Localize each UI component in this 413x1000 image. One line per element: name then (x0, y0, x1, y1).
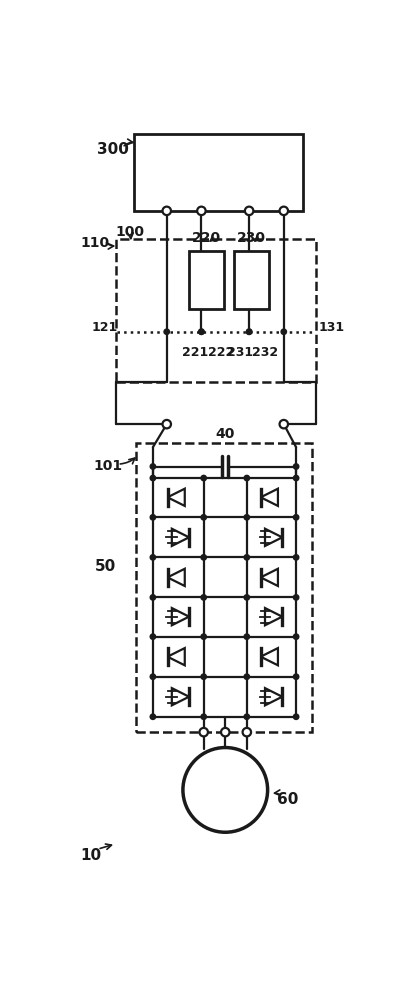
Text: 232: 232 (252, 346, 278, 359)
Circle shape (197, 207, 205, 215)
Bar (133, 134, 302, 211)
Polygon shape (264, 688, 282, 705)
Circle shape (150, 555, 155, 560)
Circle shape (198, 329, 204, 334)
Circle shape (162, 207, 171, 215)
Circle shape (279, 207, 287, 215)
Circle shape (293, 595, 298, 600)
Polygon shape (264, 529, 282, 546)
Circle shape (293, 634, 298, 639)
Circle shape (201, 475, 206, 481)
Bar (116, 239, 316, 382)
Text: 60: 60 (276, 792, 298, 807)
Circle shape (246, 329, 251, 334)
Polygon shape (171, 608, 189, 625)
Circle shape (162, 420, 171, 428)
Polygon shape (260, 489, 277, 506)
Text: 110: 110 (81, 236, 109, 250)
Circle shape (244, 634, 249, 639)
Circle shape (150, 475, 155, 481)
Polygon shape (167, 489, 184, 506)
Circle shape (293, 515, 298, 520)
Circle shape (150, 714, 155, 719)
Bar (189, 251, 223, 309)
Circle shape (150, 634, 155, 639)
Circle shape (244, 515, 249, 520)
Text: 40: 40 (215, 427, 235, 441)
Circle shape (201, 595, 206, 600)
Text: 231: 231 (226, 346, 252, 359)
Circle shape (201, 634, 206, 639)
Polygon shape (260, 569, 277, 586)
Circle shape (201, 555, 206, 560)
Circle shape (246, 329, 251, 334)
Circle shape (242, 728, 250, 736)
Circle shape (293, 674, 298, 679)
Text: 101: 101 (93, 460, 123, 474)
Text: 220: 220 (192, 231, 221, 245)
Text: 221: 221 (182, 346, 208, 359)
Text: 300: 300 (97, 142, 128, 157)
Circle shape (293, 475, 298, 481)
Bar (234, 251, 268, 309)
Text: 131: 131 (318, 321, 344, 334)
Text: 230: 230 (236, 231, 265, 245)
Circle shape (150, 464, 155, 469)
Circle shape (293, 464, 298, 469)
Circle shape (244, 714, 249, 719)
Polygon shape (260, 648, 277, 665)
Text: 100: 100 (115, 225, 144, 239)
Circle shape (293, 714, 298, 719)
Polygon shape (171, 529, 189, 546)
Bar (135, 443, 311, 732)
Text: 121: 121 (92, 321, 118, 334)
Circle shape (280, 329, 286, 334)
Polygon shape (171, 688, 189, 705)
Polygon shape (167, 569, 184, 586)
Text: 222: 222 (207, 346, 233, 359)
Circle shape (221, 728, 229, 736)
Circle shape (199, 728, 207, 736)
Text: 50: 50 (94, 559, 116, 574)
Circle shape (244, 555, 249, 560)
Circle shape (150, 674, 155, 679)
Circle shape (198, 329, 204, 334)
Circle shape (150, 595, 155, 600)
Circle shape (150, 515, 155, 520)
Circle shape (244, 674, 249, 679)
Circle shape (244, 207, 253, 215)
Circle shape (183, 748, 267, 832)
Text: 10: 10 (81, 848, 102, 863)
Circle shape (279, 420, 287, 428)
Polygon shape (264, 608, 282, 625)
Circle shape (164, 329, 169, 334)
Circle shape (244, 475, 249, 481)
Circle shape (201, 714, 206, 719)
Polygon shape (167, 648, 184, 665)
Circle shape (293, 555, 298, 560)
Circle shape (201, 515, 206, 520)
Circle shape (244, 595, 249, 600)
Circle shape (201, 674, 206, 679)
